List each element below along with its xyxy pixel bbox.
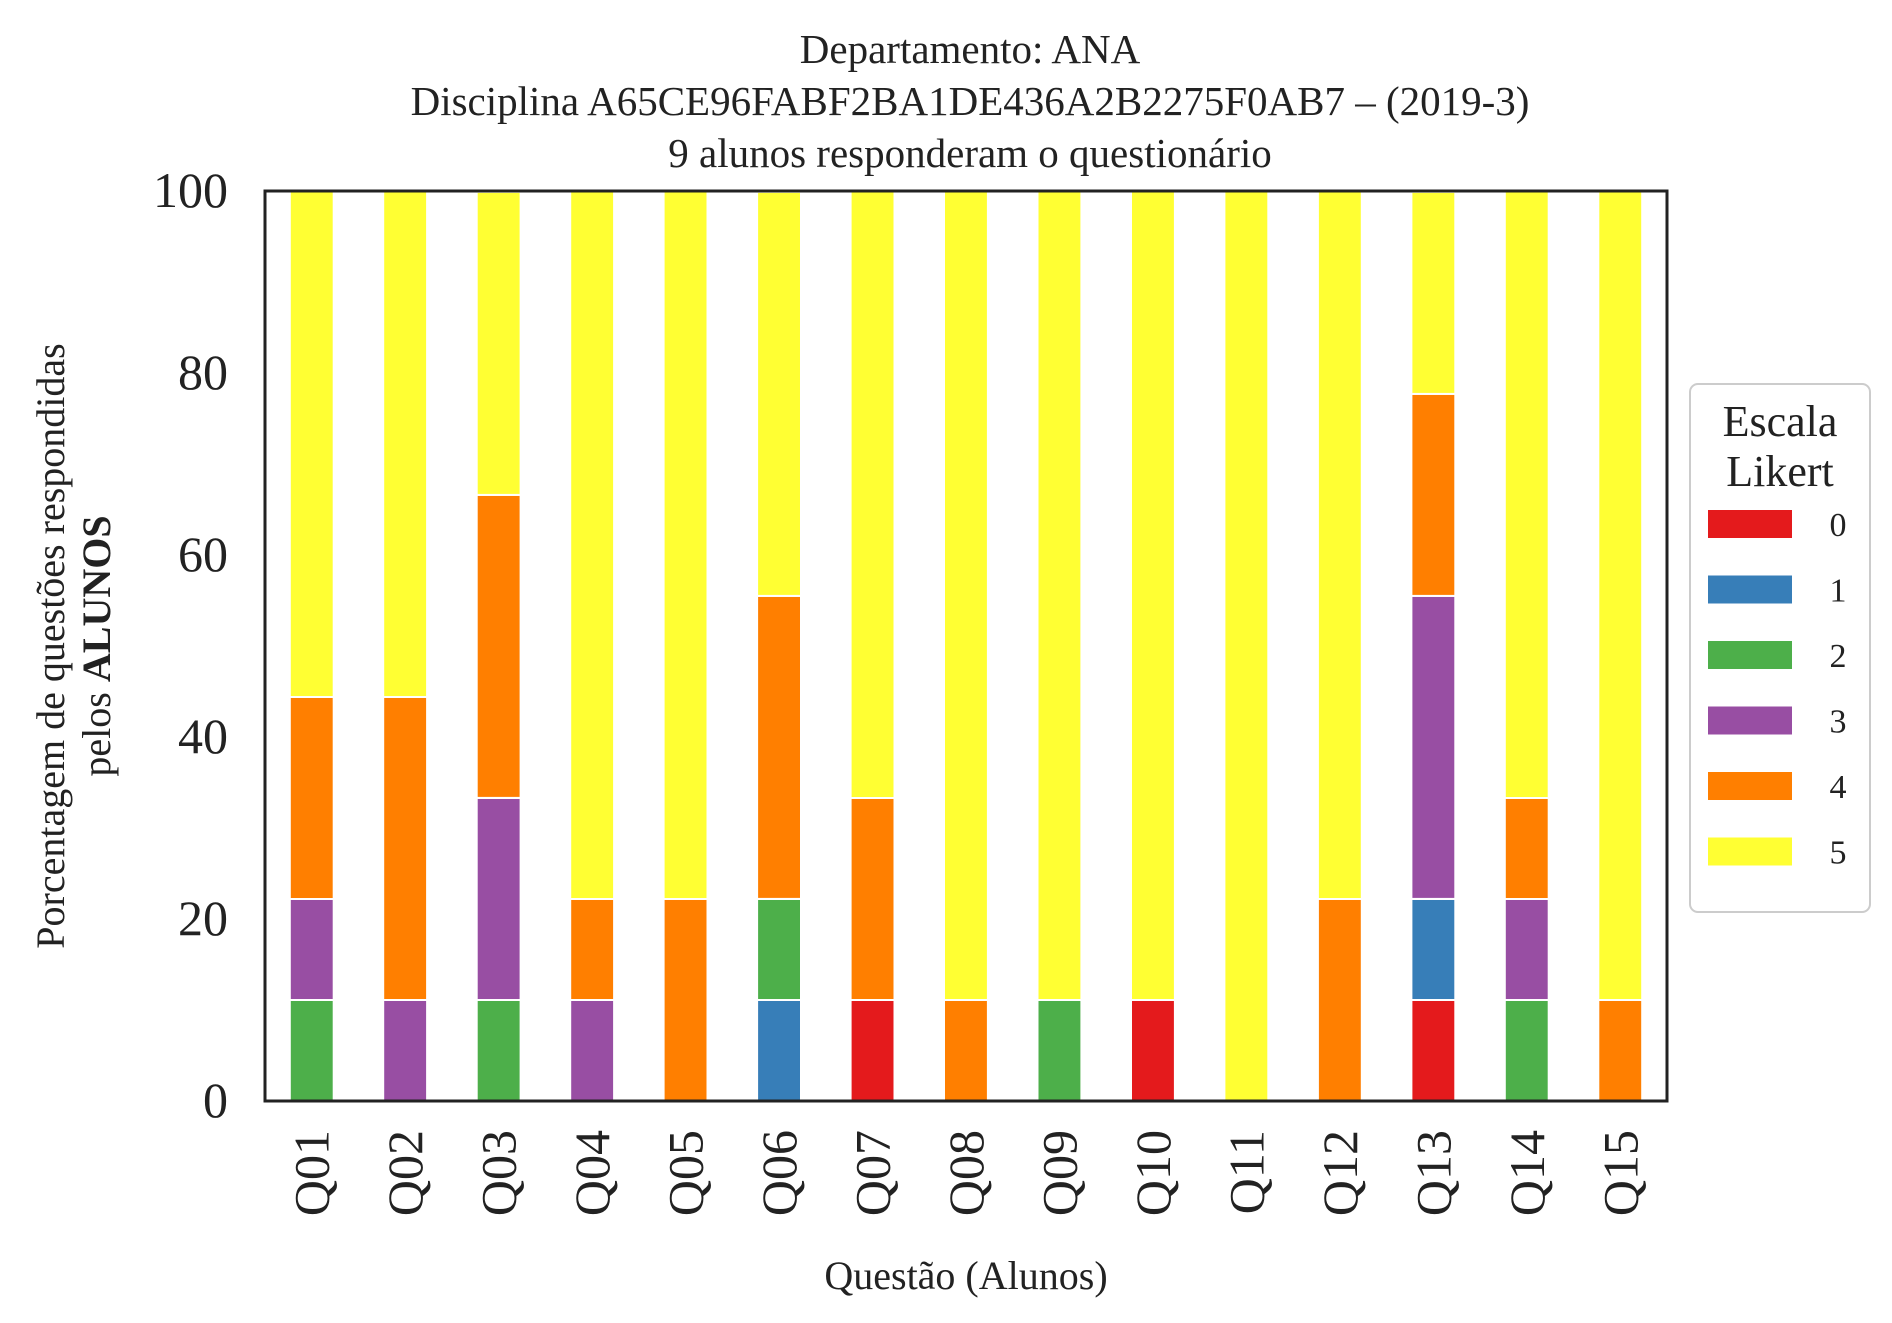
x-tick-q10: Q10 (1125, 1130, 1181, 1216)
bar-q05-likert-4 (662, 898, 709, 1102)
x-tick-q12: Q12 (1312, 1130, 1368, 1216)
bar-q04-likert-4 (569, 898, 616, 1001)
x-axis-ticks: Q01 Q02 Q03 Q04 Q05 Q06 Q07 Q08 Q09 Q10 Q11 Q12 Q13 Q… (284, 1130, 1649, 1216)
legend-label-1: 1 (1830, 573, 1847, 610)
x-tick-q03: Q03 (471, 1130, 527, 1216)
y-tick-100: 100 (153, 162, 228, 218)
x-tick-q09: Q09 (1032, 1130, 1088, 1216)
bar-q10-likert-5 (1130, 190, 1176, 1001)
legend-label-3: 3 (1830, 704, 1847, 741)
plot-frame (263, 189, 1669, 1103)
bar-q02-likert-4 (382, 696, 429, 1001)
bar-q02-likert-3 (382, 999, 429, 1102)
bar-q15-likert-4 (1597, 999, 1644, 1102)
bar-q08-likert-4 (943, 999, 989, 1102)
bar-q13-likert-4 (1410, 392, 1457, 597)
y-axis-label-bold: ALUNOS (74, 515, 119, 682)
bar-q14-likert-2 (1503, 999, 1550, 1102)
y-tick-60: 60 (178, 526, 228, 582)
bar-q06-likert-2 (756, 898, 802, 1001)
bar-q14-likert-3 (1503, 898, 1550, 1001)
legend: Escala Likert 0 1 2 3 4 5 (1689, 383, 1871, 913)
legend-title-line-2: Likert (1726, 447, 1834, 496)
bar-q08-likert-5 (943, 190, 989, 1001)
y-tick-20: 20 (178, 890, 228, 946)
legend-swatch-3 (1708, 706, 1792, 735)
bar-q10-likert-0 (1130, 999, 1176, 1102)
legend-label-5: 5 (1830, 835, 1847, 872)
bar-q07-likert-0 (849, 999, 896, 1102)
bar-q12-likert-5 (1316, 190, 1363, 900)
bar-q06-likert-1 (756, 999, 802, 1102)
bar-q06-likert-4 (756, 594, 802, 900)
bar-q04-likert-5 (569, 190, 616, 900)
bar-q14-likert-4 (1503, 797, 1550, 900)
legend-swatch-2 (1708, 641, 1792, 669)
bar-q01-likert-3 (288, 898, 335, 1001)
y-axis-ticks: 0 20 40 60 80 100 (153, 162, 228, 1128)
bar-q11-likert-5 (1223, 190, 1270, 1102)
x-tick-q05: Q05 (658, 1130, 714, 1216)
legend-swatch-4 (1708, 772, 1792, 800)
x-tick-q08: Q08 (938, 1130, 994, 1216)
legend-swatch-1 (1708, 575, 1792, 604)
x-tick-q07: Q07 (845, 1130, 901, 1216)
bar-q01-likert-5 (288, 190, 335, 698)
bar-q03-likert-3 (475, 797, 522, 1001)
y-axis-label-prefix: pelos (74, 682, 119, 776)
legend-label-2: 2 (1830, 638, 1847, 675)
legend-title-line-1: Escala (1723, 397, 1838, 446)
bar-q07-likert-4 (849, 797, 896, 1001)
x-axis-label: Questão (Alunos) (824, 1253, 1107, 1298)
x-tick-q06: Q06 (751, 1130, 807, 1216)
x-tick-q01: Q01 (284, 1130, 340, 1216)
x-tick-q02: Q02 (377, 1130, 433, 1216)
bar-q09-likert-2 (1036, 999, 1083, 1102)
x-tick-q11: Q11 (1218, 1130, 1274, 1214)
y-tick-80: 80 (178, 344, 228, 400)
bar-q06-likert-5 (756, 190, 802, 597)
bar-q15-likert-5 (1597, 190, 1644, 1001)
bar-q01-likert-2 (288, 999, 335, 1102)
bar-q03-likert-5 (475, 190, 522, 496)
bar-q04-likert-3 (569, 999, 616, 1102)
bar-q02-likert-5 (382, 190, 429, 698)
bar-q13-likert-3 (1410, 594, 1457, 900)
bar-q13-likert-1 (1410, 898, 1457, 1001)
y-axis-label-line-1: Porcentagem de questões respondidas (28, 343, 73, 948)
bar-q14-likert-5 (1503, 190, 1550, 799)
y-tick-0: 0 (203, 1072, 228, 1128)
bar-q09-likert-5 (1036, 190, 1083, 1001)
legend-label-0: 0 (1830, 507, 1847, 544)
bar-q13-likert-0 (1410, 999, 1457, 1102)
bar-q05-likert-5 (662, 190, 709, 900)
chart-title: Departamento: ANA Disciplina A65CE96FABF… (411, 26, 1530, 176)
y-axis-label-line-2: pelos ALUNOS (74, 515, 119, 776)
legend-label-4: 4 (1830, 769, 1847, 806)
bar-q12-likert-4 (1316, 898, 1363, 1102)
bar-q01-likert-4 (288, 696, 335, 900)
bar-q03-likert-4 (475, 493, 522, 799)
bars-layer (288, 190, 1644, 1102)
x-tick-q13: Q13 (1405, 1130, 1461, 1216)
title-line-1: Departamento: ANA (800, 26, 1141, 72)
x-tick-q14: Q14 (1499, 1130, 1555, 1216)
x-tick-q04: Q04 (564, 1130, 620, 1216)
bar-q07-likert-5 (849, 190, 896, 799)
title-line-2: Disciplina A65CE96FABF2BA1DE436A2B2275F0… (411, 78, 1530, 124)
legend-swatch-0 (1708, 510, 1792, 538)
legend-items: 0 1 2 3 4 5 (1708, 507, 1847, 872)
bar-q03-likert-2 (475, 999, 522, 1102)
y-axis-label: Porcentagem de questões respondidas pelo… (28, 343, 119, 948)
bar-q13-likert-5 (1410, 190, 1457, 395)
x-tick-q15: Q15 (1592, 1130, 1648, 1216)
legend-swatch-5 (1708, 837, 1792, 866)
title-line-3: 9 alunos responderam o questionário (668, 130, 1271, 176)
y-tick-40: 40 (178, 708, 228, 764)
